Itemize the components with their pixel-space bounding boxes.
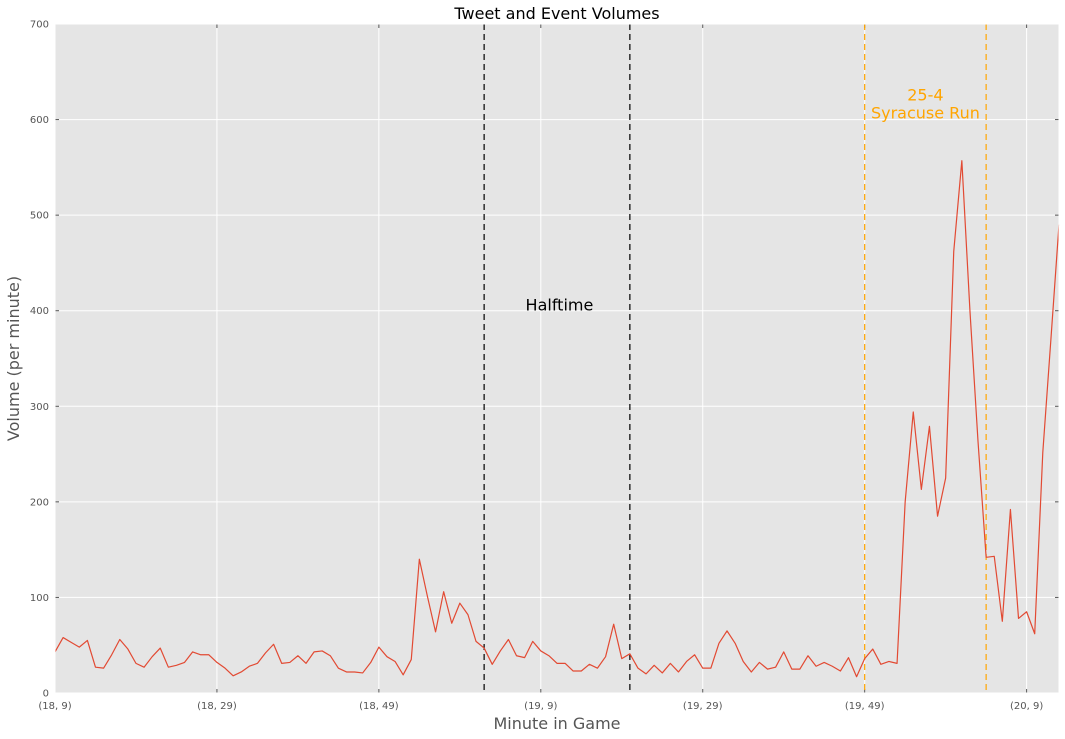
x-axis-label: Minute in Game xyxy=(493,714,620,733)
x-tick-label: (18, 9) xyxy=(38,701,71,712)
annotations: Halftime 25-4 Syracuse Run xyxy=(526,85,980,314)
annotation-line: Halftime xyxy=(526,296,594,315)
y-tick-label: 700 xyxy=(30,20,49,31)
event-markers xyxy=(483,24,987,693)
y-axis-label: Volume (per minute) xyxy=(4,276,23,441)
plot-background xyxy=(55,24,1059,693)
y-tick-label: 300 xyxy=(30,402,49,413)
x-tick-label: (19, 29) xyxy=(683,701,723,712)
series-lines xyxy=(54,160,1060,678)
y-tick-label: 500 xyxy=(30,211,49,222)
y-tick-label: 0 xyxy=(43,689,49,700)
annotation-line: Syracuse Run xyxy=(871,103,980,122)
annotation-line: 25-4 xyxy=(907,85,943,104)
y-tick-label: 600 xyxy=(30,115,49,126)
axis-ticks: 0 100 200 300 400 500 600 700 (18, 9) (18, 29) (18… xyxy=(30,20,1059,712)
annotation-text: 25-4 Syracuse Run xyxy=(871,85,980,122)
chart-title: Tweet and Event Volumes xyxy=(453,4,659,23)
y-tick-label: 400 xyxy=(30,306,49,317)
x-tick-label: (18, 29) xyxy=(197,701,237,712)
y-tick-label: 100 xyxy=(30,593,49,604)
y-tick-label: 200 xyxy=(30,497,49,508)
series-line xyxy=(54,160,1060,678)
x-tick-label: (19, 9) xyxy=(524,701,557,712)
x-tick-label: (18, 49) xyxy=(359,701,399,712)
annotation-text: Halftime xyxy=(526,296,594,315)
plot-frame xyxy=(54,23,1060,694)
x-tick-label: (20, 9) xyxy=(1010,701,1043,712)
x-tick-label: (19, 49) xyxy=(845,701,885,712)
